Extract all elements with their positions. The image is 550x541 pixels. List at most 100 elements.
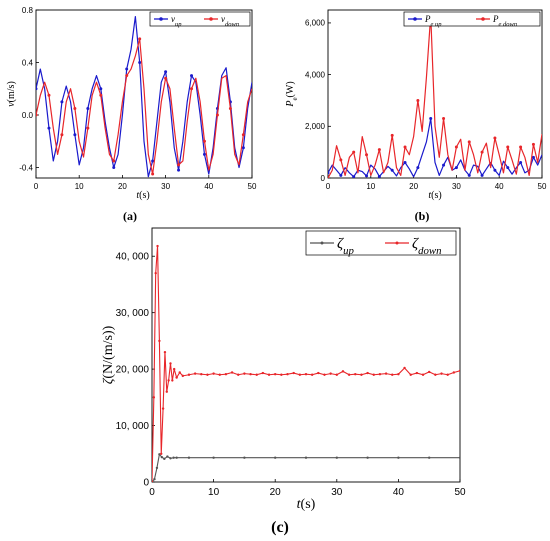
data-point: [440, 372, 443, 375]
data-point: [317, 371, 320, 375]
data-point: [60, 100, 64, 104]
data-point: [493, 136, 497, 140]
legend-marker: [320, 241, 324, 245]
y-tick-label: 0.0: [22, 111, 34, 120]
data-point: [377, 148, 381, 152]
data-point: [153, 477, 156, 481]
data-point: [274, 456, 277, 459]
data-point: [156, 244, 159, 248]
x-axis-label: t(s): [297, 497, 316, 512]
data-point: [384, 372, 388, 375]
series-group: [152, 244, 460, 482]
data-point: [328, 171, 330, 175]
data-point: [190, 87, 194, 91]
data-point: [454, 145, 458, 149]
data-point: [335, 456, 338, 459]
x-tick-label: 10: [366, 182, 375, 191]
data-point: [215, 113, 219, 117]
legend-marker: [209, 17, 213, 21]
data-point: [390, 133, 394, 137]
legend-marker: [413, 17, 417, 21]
legend-label: Pe down: [492, 14, 517, 28]
data-point: [224, 372, 228, 376]
data-point: [36, 87, 38, 91]
data-point: [446, 373, 449, 376]
data-point: [429, 117, 433, 121]
x-tick-label: 0: [149, 487, 155, 498]
data-point: [328, 176, 330, 178]
data-point: [467, 140, 471, 144]
x-tick-label: 40: [204, 182, 213, 191]
data-point: [304, 456, 308, 459]
chart-panel-3: 0 10 20 30 40 50 0 10, 000 20, 000 30, 000 40, 000…: [101, 227, 466, 536]
legend: Pe up Pe down: [403, 11, 541, 28]
data-point: [421, 373, 425, 376]
data-point: [354, 372, 357, 376]
data-point: [458, 456, 460, 459]
data-point: [138, 61, 142, 64]
data-point: [329, 372, 332, 375]
plot-frame: [327, 9, 543, 179]
data-point: [274, 372, 277, 376]
y-tick-label: 40, 000: [116, 252, 150, 263]
data-point: [177, 163, 181, 167]
x-tick-label: 50: [454, 487, 466, 498]
y-axis-label: Pe(W): [285, 81, 299, 107]
data-point: [163, 457, 166, 461]
y-axis-label: ζ(N/(m/s)): [101, 325, 116, 384]
data-point: [167, 379, 170, 382]
data-point: [467, 173, 471, 177]
data-point: [403, 160, 407, 164]
data-point: [347, 373, 351, 376]
data-point: [177, 168, 181, 172]
data-point: [442, 163, 446, 167]
data-point: [341, 370, 345, 373]
data-point: [390, 168, 394, 172]
series-line-p-e-down: [328, 14, 542, 178]
data-point: [206, 373, 209, 376]
data-point: [99, 87, 103, 91]
data-point: [519, 160, 523, 164]
data-point: [458, 369, 460, 372]
y-axis-label-text: Pe(W): [285, 81, 299, 107]
data-point: [372, 373, 375, 376]
data-point: [531, 142, 535, 146]
y-tick-label: 6,000: [305, 19, 326, 28]
x-tick-label: 40: [393, 487, 405, 498]
data-point: [154, 271, 157, 275]
legend-label: Pe up: [424, 14, 442, 28]
data-point: [47, 126, 51, 130]
x-tick-label: 30: [161, 182, 170, 191]
series-line-v-up: [36, 15, 252, 178]
data-point: [165, 390, 168, 393]
x-tick-label: 50: [538, 182, 547, 191]
data-point: [335, 373, 338, 376]
data-point: [193, 372, 197, 375]
legend-label: ζup: [337, 236, 354, 257]
data-point: [175, 456, 178, 459]
data-point: [434, 373, 437, 376]
data-point: [452, 371, 456, 374]
series-group: [36, 15, 252, 178]
data-point: [158, 453, 161, 456]
data-point: [415, 371, 419, 375]
data-point: [403, 366, 406, 370]
data-point: [164, 76, 168, 80]
data-point: [255, 373, 258, 376]
data-point: [298, 373, 302, 376]
x-tick-label: 10: [75, 182, 84, 191]
y-axis-label-text: v(m/s): [6, 81, 17, 107]
data-point: [164, 70, 168, 74]
data-point: [60, 133, 64, 137]
data-point: [73, 106, 77, 110]
data-point: [241, 146, 245, 150]
data-point: [169, 362, 172, 365]
data-point: [169, 457, 172, 460]
data-point: [151, 159, 155, 163]
y-axis-label-text: ζ(N/(m/s)): [101, 325, 116, 384]
data-point: [73, 133, 77, 137]
x-tick-label: 40: [495, 182, 504, 191]
data-point: [187, 456, 191, 459]
plot-frame: [151, 227, 461, 483]
